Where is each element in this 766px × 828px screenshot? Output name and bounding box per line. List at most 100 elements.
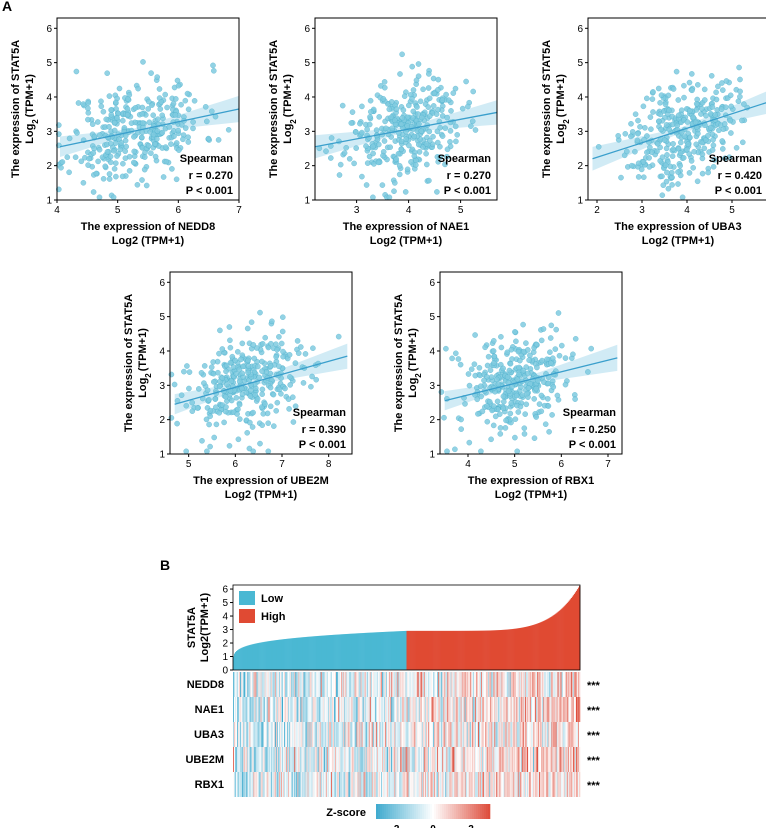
heatmap-cell: [524, 672, 527, 697]
heatmap-cell: [540, 747, 542, 772]
heatmap-cell: [428, 672, 431, 697]
bar-high: [484, 630, 486, 670]
y-tick-label: 3: [304, 127, 310, 138]
heatmap-cell: [322, 697, 325, 722]
heatmap-cell: [507, 722, 509, 747]
heatmap-cell: [297, 697, 299, 722]
heatmap-cell: [514, 672, 516, 697]
heatmap-cell: [303, 772, 305, 797]
bar-low: [405, 630, 407, 670]
heatmap-cell: [360, 672, 362, 697]
heatmap-cell: [473, 697, 476, 722]
scatter-point: [335, 333, 342, 340]
heatmap-cell: [329, 722, 332, 747]
heatmap-cell: [501, 697, 503, 722]
heatmap-cell: [351, 772, 353, 797]
scatter-point: [695, 130, 701, 137]
heatmap-cell: [515, 722, 518, 747]
heatmap-cell: [355, 672, 357, 697]
heatmap-cell: [283, 772, 285, 797]
scatter-point: [235, 436, 242, 443]
heatmap-cell: [455, 772, 457, 797]
heatmap-cell: [408, 772, 410, 797]
heatmap-cell: [556, 672, 558, 697]
heatmap-cell: [507, 772, 509, 797]
scatter-point: [435, 76, 442, 83]
scatter-point: [710, 142, 717, 149]
heatmap-cell: [561, 722, 563, 747]
bar-low: [355, 633, 357, 670]
heatmap-cell: [262, 672, 264, 697]
heatmap-cell: [500, 697, 502, 722]
heatmap-cell: [404, 722, 406, 747]
scatter-point: [506, 367, 513, 374]
heatmap-cell: [418, 672, 421, 697]
heatmap-cell: [446, 747, 448, 772]
scatter-point: [113, 99, 119, 106]
bar-low: [367, 632, 370, 670]
scatter-point: [250, 409, 256, 416]
scatter-point: [190, 125, 196, 132]
scatter-point: [182, 125, 189, 131]
heatmap-cell: [284, 772, 286, 797]
heatmap-cell: [270, 672, 273, 697]
heatmap-cell: [551, 722, 553, 747]
heatmap-cell: [304, 772, 306, 797]
heatmap-cell: [509, 747, 511, 772]
heatmap-cell: [436, 697, 438, 722]
heatmap-cell: [506, 772, 508, 797]
scatter-point: [719, 138, 726, 144]
heatmap-cell: [330, 672, 333, 697]
bar-high: [478, 630, 481, 670]
bar-high: [499, 630, 501, 670]
heatmap-cell: [373, 772, 376, 797]
heatmap-cell: [512, 722, 514, 747]
heatmap-cell: [553, 772, 555, 797]
scatter-point: [572, 335, 579, 342]
bar-low: [392, 631, 394, 670]
heatmap-cell: [266, 747, 268, 772]
scatter-point: [366, 121, 373, 128]
scatter-point: [247, 419, 253, 426]
heatmap-cell: [529, 697, 532, 722]
heatmap-cell: [552, 697, 554, 722]
bar-high: [563, 606, 565, 670]
heatmap-cell: [378, 672, 381, 697]
heatmap-cell: [481, 672, 483, 697]
heatmap-cell: [452, 722, 454, 747]
bar-high: [519, 627, 522, 670]
scatter-point: [512, 434, 518, 441]
scatter-point: [225, 127, 232, 133]
bar-low: [402, 631, 404, 670]
heatmap-cell: [328, 747, 331, 772]
colorbar-cell: [432, 804, 435, 819]
heatmap-cell: [350, 697, 352, 722]
scatter-point: [635, 130, 641, 137]
scatter-point: [226, 442, 233, 449]
heatmap-cell: [567, 722, 570, 747]
bar-low: [262, 642, 264, 670]
scatter-point: [107, 140, 114, 147]
heatmap-cell: [365, 697, 367, 722]
colorbar-cell: [466, 804, 469, 819]
heatmap-cell: [273, 772, 276, 797]
heatmap-cell: [406, 697, 408, 722]
heatmap-cell: [388, 747, 390, 772]
heatmap-cell: [466, 672, 469, 697]
heatmap-cell: [414, 672, 416, 697]
heatmap-cell: [559, 722, 561, 747]
heatmap-cell: [528, 722, 531, 747]
heatmap-cell: [514, 772, 516, 797]
heatmap-row-label: NAE1: [195, 704, 224, 716]
bar-high: [417, 630, 420, 670]
heatmap-cell: [372, 747, 375, 772]
scatter-point: [292, 403, 299, 410]
scatter-point: [72, 154, 79, 160]
heatmap-cell: [376, 697, 379, 722]
heatmap-cell: [377, 747, 380, 772]
heatmap-cell: [407, 772, 409, 797]
heatmap-cell: [384, 697, 386, 722]
heatmap-cell: [550, 722, 552, 747]
heatmap-cell: [497, 747, 499, 772]
heatmap-cell: [536, 697, 538, 722]
